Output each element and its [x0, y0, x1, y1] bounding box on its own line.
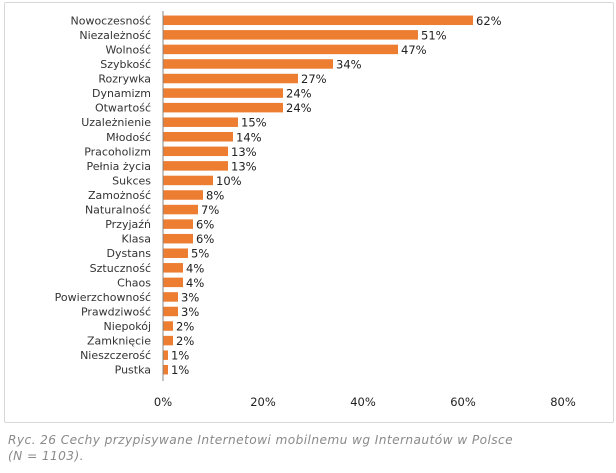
value-label: 13%: [231, 159, 257, 173]
value-label: 24%: [286, 87, 312, 101]
category-label: Młodość: [106, 131, 151, 144]
value-label: 4%: [186, 261, 204, 275]
category-label: Powierzchowność: [55, 291, 151, 304]
value-label: 1%: [171, 349, 189, 363]
value-label: 6%: [196, 218, 214, 232]
value-label: 24%: [286, 101, 312, 115]
bar: [163, 44, 398, 55]
bar: [163, 335, 173, 346]
bar: [163, 102, 283, 113]
value-label: 2%: [176, 320, 194, 334]
value-label: 27%: [301, 72, 327, 86]
bar: [163, 161, 228, 171]
value-label: 2%: [176, 334, 194, 348]
category-label: Niezależność: [79, 29, 151, 42]
category-label: Pełnia życia: [86, 160, 151, 173]
bar: [163, 73, 298, 84]
value-label: 8%: [206, 189, 224, 203]
bar: [163, 364, 168, 375]
category-label: Prawdziwość: [81, 305, 151, 318]
bar: [163, 233, 193, 244]
category-label: Nieszczerość: [80, 349, 151, 362]
category-label: Szybkość: [100, 58, 151, 71]
bar: [163, 132, 233, 142]
bar: [163, 88, 283, 98]
category-label: Przyjaźń: [105, 218, 151, 231]
value-label: 62%: [476, 14, 502, 28]
chart-frame: Nowoczesność 62% Niezależność 51% Wolność 47%…: [4, 2, 614, 423]
x-tick-label: 20%: [250, 395, 276, 409]
category-label: Pracoholizm: [84, 145, 151, 158]
category-label: Pustka: [115, 364, 151, 377]
bar: [163, 30, 418, 40]
value-label: 34%: [336, 57, 362, 71]
value-label: 4%: [186, 276, 204, 290]
category-label: Sukces: [112, 174, 151, 187]
bar: [163, 263, 183, 273]
category-label: Wolność: [106, 43, 152, 56]
x-tick-label: 60%: [450, 395, 476, 409]
x-tick-label: 80%: [550, 395, 576, 409]
value-label: 7%: [201, 203, 219, 217]
category-label: Klasa: [122, 233, 151, 246]
value-label: 15%: [241, 116, 267, 130]
value-label: 3%: [181, 305, 199, 319]
bar: [163, 190, 203, 200]
category-label: Dystans: [107, 247, 152, 260]
value-label: 47%: [401, 43, 427, 57]
value-label: 10%: [216, 174, 242, 188]
value-label: 6%: [196, 232, 214, 246]
bar: [163, 146, 228, 157]
bar: [163, 306, 178, 317]
bar: [163, 292, 178, 302]
caption-line-1: Ryc. 26 Cechy przypisywane Internetowi m…: [8, 433, 513, 447]
category-label: Zamożność: [88, 189, 151, 202]
bar: [163, 175, 213, 186]
value-label: 51%: [421, 28, 447, 42]
bar: [163, 15, 473, 26]
value-label: 13%: [231, 145, 257, 159]
bar: [163, 219, 193, 229]
category-label: Sztuczność: [90, 262, 151, 275]
value-label: 5%: [191, 247, 209, 261]
value-label: 1%: [171, 363, 189, 377]
bar: [163, 117, 238, 127]
figure-caption: Ryc. 26 Cechy przypisywane Internetowi m…: [8, 432, 608, 464]
value-label: 3%: [181, 290, 199, 304]
category-label: Uzależnienie: [81, 116, 151, 129]
bar: [163, 59, 333, 69]
bar: [163, 204, 198, 215]
caption-line-2: (N = 1103).: [8, 449, 84, 463]
category-label: Dynamizm: [92, 87, 151, 100]
category-label: Nowoczesność: [71, 14, 152, 27]
bar: [163, 248, 188, 258]
category-label: Naturalność: [85, 204, 151, 217]
value-label: 14%: [236, 130, 262, 144]
category-label: Zamknięcie: [87, 335, 151, 348]
category-label: Rozrywka: [98, 73, 151, 86]
category-label: Niepokój: [103, 320, 151, 333]
category-label: Chaos: [117, 276, 151, 289]
bar: [163, 321, 173, 331]
bar: [163, 277, 183, 288]
category-label: Otwartość: [95, 102, 151, 115]
x-tick-label: 40%: [350, 395, 376, 409]
bar: [163, 350, 168, 360]
x-tick-label: 0%: [154, 395, 172, 409]
bar-chart: Nowoczesność 62% Niezależność 51% Wolność 47%…: [55, 11, 576, 409]
